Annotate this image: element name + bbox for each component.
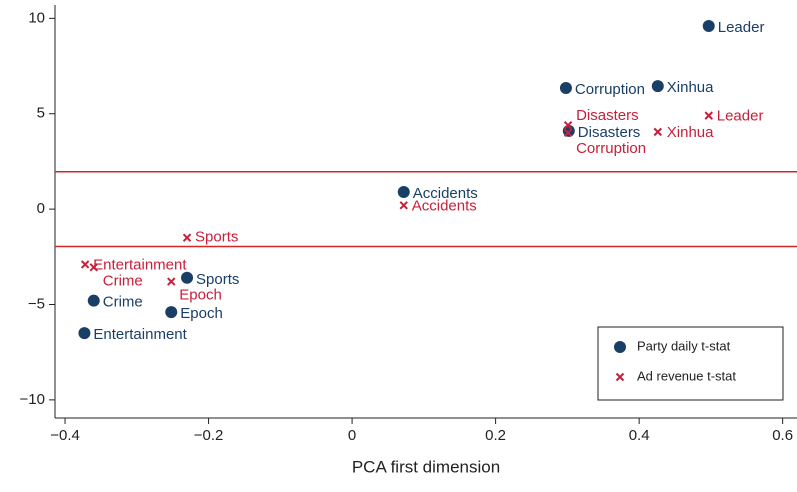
point (182, 233, 192, 242)
point (653, 127, 662, 137)
point (167, 277, 176, 286)
y-tick-label: −10 (20, 391, 45, 408)
point-label: Entertainment (93, 256, 187, 273)
point (651, 80, 664, 93)
x-tick-label: 0.2 (485, 427, 506, 444)
y-tick-label: 5 (37, 105, 45, 122)
point-label: Leader (717, 108, 764, 125)
x-tick-label: −0.2 (194, 427, 224, 444)
point (399, 201, 408, 210)
point (78, 327, 91, 340)
point-label: Crime (103, 294, 143, 311)
x-tick-label: 0.6 (772, 427, 793, 444)
legend-box (597, 326, 784, 401)
point-label: Entertainment (93, 326, 187, 343)
point-label: Accidents (412, 197, 477, 214)
point-label: Xinhua (667, 79, 714, 96)
legend-marker (615, 372, 625, 382)
point-label: Corruption (575, 81, 645, 98)
y-tick-label: 10 (28, 9, 45, 26)
point-label: Sports (196, 271, 239, 288)
point-label: Sports (195, 229, 238, 246)
point-label: Disasters (576, 107, 639, 124)
x-axis-label: PCA first dimension (352, 457, 500, 476)
point (563, 128, 573, 138)
point (397, 185, 410, 198)
point (89, 263, 98, 272)
point (559, 81, 572, 94)
point-label: Epoch (179, 287, 222, 304)
x-tick-label: −0.4 (50, 427, 80, 444)
point (704, 111, 713, 120)
point-label: Leader (718, 19, 765, 36)
point-label: Crime (103, 272, 143, 289)
point-label: Accidents (413, 185, 478, 202)
point-label: Epoch (180, 305, 223, 322)
y-tick-label: 0 (37, 200, 45, 217)
point-label: Xinhua (667, 124, 714, 141)
x-tick-label: 0.4 (629, 427, 650, 444)
point (87, 294, 100, 307)
point (181, 271, 194, 284)
point (165, 306, 178, 319)
legend-label: Ad revenue t-stat (637, 368, 736, 383)
y-tick-label: −5 (28, 295, 45, 312)
point (563, 120, 573, 130)
x-tick-label: 0 (348, 427, 356, 444)
point-label: Disasters (578, 124, 641, 141)
point (80, 260, 90, 269)
point-label: Corruption (576, 140, 646, 157)
point (702, 19, 715, 32)
legend-label: Party daily t-stat (637, 338, 731, 353)
legend-marker (614, 341, 626, 353)
